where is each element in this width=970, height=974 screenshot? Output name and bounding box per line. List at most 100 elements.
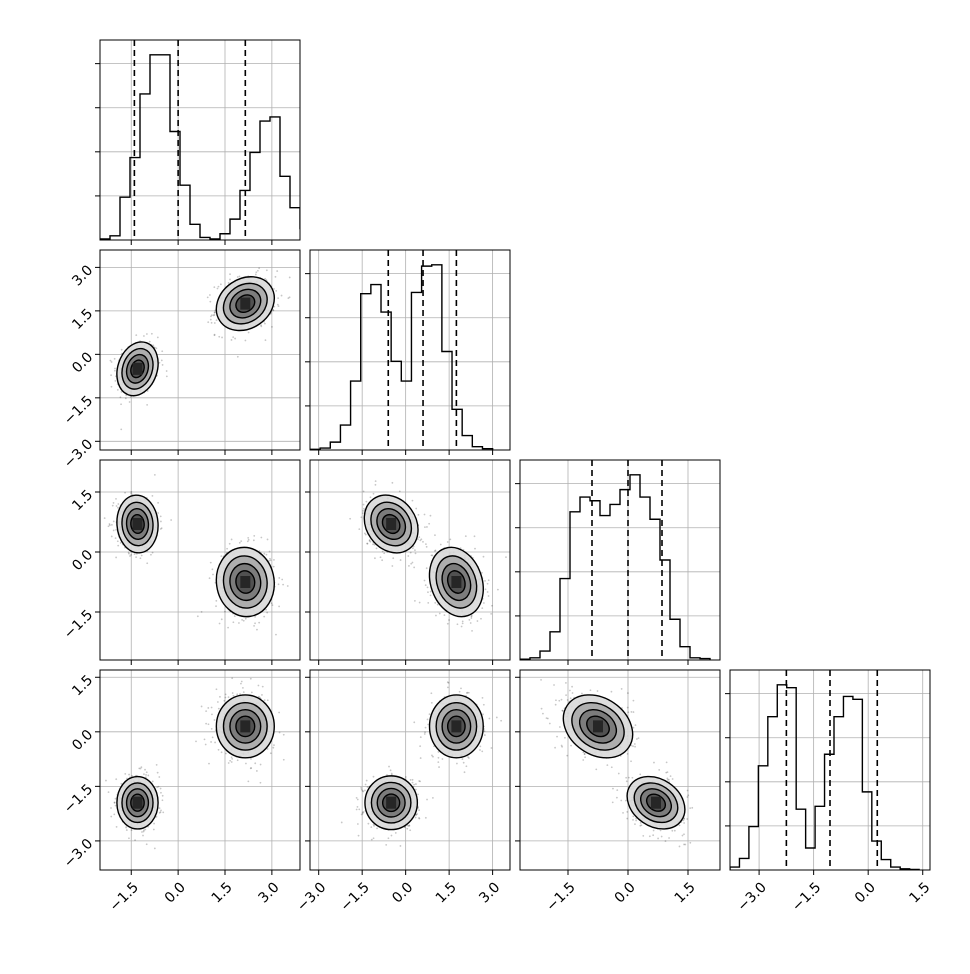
scatter-point (477, 620, 479, 622)
scatter-point (425, 543, 427, 545)
scatter-point (424, 580, 426, 582)
scatter-point (491, 747, 493, 749)
scatter-point (391, 565, 393, 567)
scatter-point (113, 502, 115, 504)
scatter-point (241, 681, 243, 683)
scatter-point (415, 552, 417, 554)
scatter-point (400, 845, 402, 847)
histogram-step (310, 265, 493, 450)
density-core (386, 797, 396, 809)
scatter-point (444, 614, 446, 616)
scatter-point (428, 523, 430, 525)
scatter-point (217, 701, 219, 703)
scatter-point (465, 535, 467, 537)
scatter-point (159, 812, 161, 814)
scatter-point (289, 277, 291, 279)
scatter-point (369, 539, 371, 541)
scatter-point (146, 771, 148, 773)
scatter-point (117, 503, 119, 505)
scatter-point (625, 777, 627, 779)
scatter-point (425, 817, 427, 819)
scatter-point (275, 290, 277, 292)
scatter-point (157, 772, 159, 774)
scatter-point (229, 543, 231, 545)
scatter-point (219, 696, 221, 698)
scatter-point (273, 744, 275, 746)
scatter-point (254, 622, 256, 624)
panel-0-0 (95, 40, 330, 245)
scatter-point (248, 332, 250, 334)
scatter-point (425, 727, 427, 729)
scatter-point (269, 558, 271, 560)
scatter-point (375, 480, 377, 482)
scatter-point (151, 333, 153, 335)
scatter-point (251, 691, 253, 693)
scatter-point (435, 550, 437, 552)
scatter-point (116, 505, 118, 507)
scatter-point (668, 837, 670, 839)
scatter-point (356, 797, 358, 799)
scatter-point (373, 837, 375, 839)
scatter-point (231, 339, 233, 341)
scatter-point (430, 515, 432, 517)
scatter-point (146, 562, 148, 564)
scatter-point (483, 556, 485, 558)
scatter-point (449, 538, 451, 540)
scatter-point (110, 816, 112, 818)
scatter-point (482, 697, 484, 699)
scatter-point (124, 492, 126, 494)
scatter-point (632, 777, 634, 779)
scatter-point (220, 555, 222, 557)
scatter-point (412, 782, 414, 784)
scatter-point (128, 553, 130, 555)
scatter-point (214, 742, 216, 744)
scatter-point (427, 586, 429, 588)
scatter-point (267, 539, 269, 541)
scatter-point (117, 389, 119, 391)
scatter-point (432, 797, 434, 799)
scatter-point (363, 504, 365, 506)
scatter-point (372, 544, 374, 546)
scatter-point (201, 611, 203, 613)
scatter-point (362, 791, 364, 793)
scatter-point (497, 589, 499, 591)
scatter-point (228, 282, 230, 284)
scatter-point (160, 521, 162, 523)
scatter-point (226, 548, 228, 550)
scatter-point (447, 623, 449, 625)
scatter-point (425, 584, 427, 586)
scatter-point (370, 496, 372, 498)
scatter-point (142, 835, 144, 837)
scatter-point (679, 824, 681, 826)
scatter-point (408, 565, 410, 567)
scatter-point (276, 270, 278, 272)
scatter-point (362, 510, 364, 512)
scatter-point (481, 607, 483, 609)
scatter-point (210, 315, 212, 317)
scatter-point (264, 699, 266, 701)
scatter-point (138, 768, 140, 770)
scatter-point (418, 817, 420, 819)
scatter-point (207, 321, 209, 323)
scatter-point (162, 364, 164, 366)
scatter-point (161, 360, 163, 362)
scatter-point (117, 545, 119, 547)
scatter-point (287, 585, 289, 587)
scatter-point (170, 519, 172, 521)
scatter-point (225, 753, 227, 755)
scatter-point (152, 495, 154, 497)
scatter-point (373, 776, 375, 778)
scatter-point (140, 557, 142, 559)
scatter-point (392, 557, 394, 559)
scatter-point (253, 539, 255, 541)
scatter-point (383, 552, 385, 554)
scatter-point (632, 816, 634, 818)
scatter-point (282, 584, 284, 586)
scatter-point (616, 789, 618, 791)
scatter-point (621, 688, 623, 690)
scatter-point (264, 278, 266, 280)
scatter-point (160, 788, 162, 790)
scatter-point (160, 792, 162, 794)
xtick-label: −3.0 (294, 879, 329, 914)
